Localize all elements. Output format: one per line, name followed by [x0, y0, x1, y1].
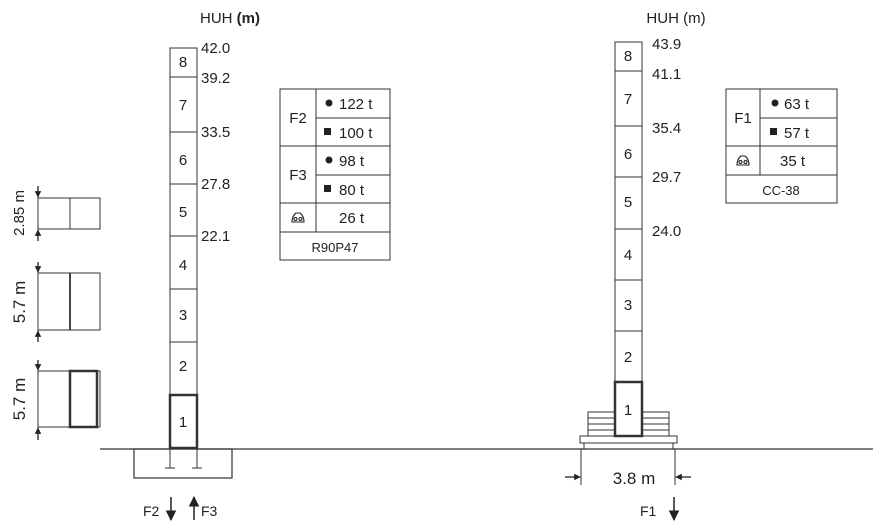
left-capacity-table: F2 122 t 100 t F3 98 t 80 t 26 t R90P47 [279, 88, 391, 261]
right-table-crawler-value: 35 t [780, 153, 806, 170]
right-height-43: 43.9 [652, 36, 681, 53]
left-segment-3: 3 [179, 307, 187, 324]
right-capacity-table: F1 63 t 57 t 35 t CC-38 [725, 88, 838, 204]
left-force-f2: F2 [143, 503, 160, 519]
right-force-f1: F1 [640, 503, 657, 519]
segment-scale-legend: 2.85 m 5.7 m 5.7 m [10, 186, 101, 440]
left-height-22: 22.1 [201, 228, 230, 245]
left-segment-2: 2 [179, 358, 187, 375]
right-segment-8: 8 [624, 48, 632, 65]
left-height-42: 42.0 [201, 40, 230, 57]
left-table-name: R90P47 [312, 240, 359, 255]
right-height-29: 29.7 [652, 169, 681, 186]
left-height-27: 27.8 [201, 176, 230, 193]
left-segment-5: 5 [179, 204, 187, 221]
left-tower: HUH (m) 1 2 3 4 5 6 7 8 42.0 39.2 33.5 2… [133, 10, 260, 522]
left-segment-1: 1 [179, 414, 187, 431]
left-height-39: 39.2 [201, 70, 230, 87]
right-segment-1: 1 [624, 402, 632, 419]
left-table-f2-square-value: 100 t [339, 125, 373, 142]
left-table-f2-circle-value: 122 t [339, 96, 373, 113]
right-tower: HUH (m) 1 2 3 4 5 6 7 8 43.9 41.1 35.4 2… [565, 10, 706, 522]
left-segment-4: 4 [179, 257, 187, 274]
right-segment-6: 6 [624, 146, 632, 163]
right-base-section [613, 380, 644, 438]
right-table-label-f1: F1 [734, 110, 752, 127]
left-table-label-f3: F3 [289, 167, 307, 184]
right-height-24: 24.0 [652, 223, 681, 240]
right-base-width: 3.8 m [613, 469, 656, 488]
crawler-icon [291, 212, 305, 223]
right-segment-4: 4 [624, 247, 632, 264]
square-icon [324, 128, 331, 135]
right-table-f1-circle-value: 63 t [784, 96, 810, 113]
scale-label-5-7-a: 5.7 m [10, 281, 29, 324]
right-mast [614, 41, 643, 437]
right-height-41: 41.1 [652, 66, 681, 83]
left-table-f3-square-value: 80 t [339, 182, 365, 199]
right-segment-5: 5 [624, 194, 632, 211]
scale-segment-medium [37, 272, 101, 331]
left-segment-8: 8 [179, 54, 187, 71]
left-table-label-f2: F2 [289, 110, 307, 127]
left-foundation [133, 448, 233, 479]
crawler-icon [736, 155, 750, 166]
right-segment-3: 3 [624, 297, 632, 314]
right-table-f1-square-value: 57 t [784, 125, 810, 142]
right-title: HUH (m) [646, 10, 705, 27]
right-ballast-base [579, 411, 678, 449]
right-segment-2: 2 [624, 349, 632, 366]
left-segment-7: 7 [179, 97, 187, 114]
scale-label-2-85: 2.85 m [11, 190, 28, 236]
circle-icon [325, 156, 333, 164]
scale-label-5-7-b: 5.7 m [10, 378, 29, 421]
left-title: HUH (m) [200, 10, 260, 27]
left-force-f3: F3 [201, 503, 218, 519]
right-segment-7: 7 [624, 91, 632, 108]
square-icon [324, 185, 331, 192]
left-table-crawler-value: 26 t [339, 210, 365, 227]
right-height-35: 35.4 [652, 120, 681, 137]
left-height-33: 33.5 [201, 124, 230, 141]
scale-segment-small [37, 197, 101, 230]
circle-icon [325, 99, 333, 107]
square-icon [770, 128, 777, 135]
left-segment-6: 6 [179, 152, 187, 169]
left-table-f3-circle-value: 98 t [339, 153, 365, 170]
circle-icon [771, 99, 779, 107]
right-table-name: CC-38 [762, 183, 800, 198]
